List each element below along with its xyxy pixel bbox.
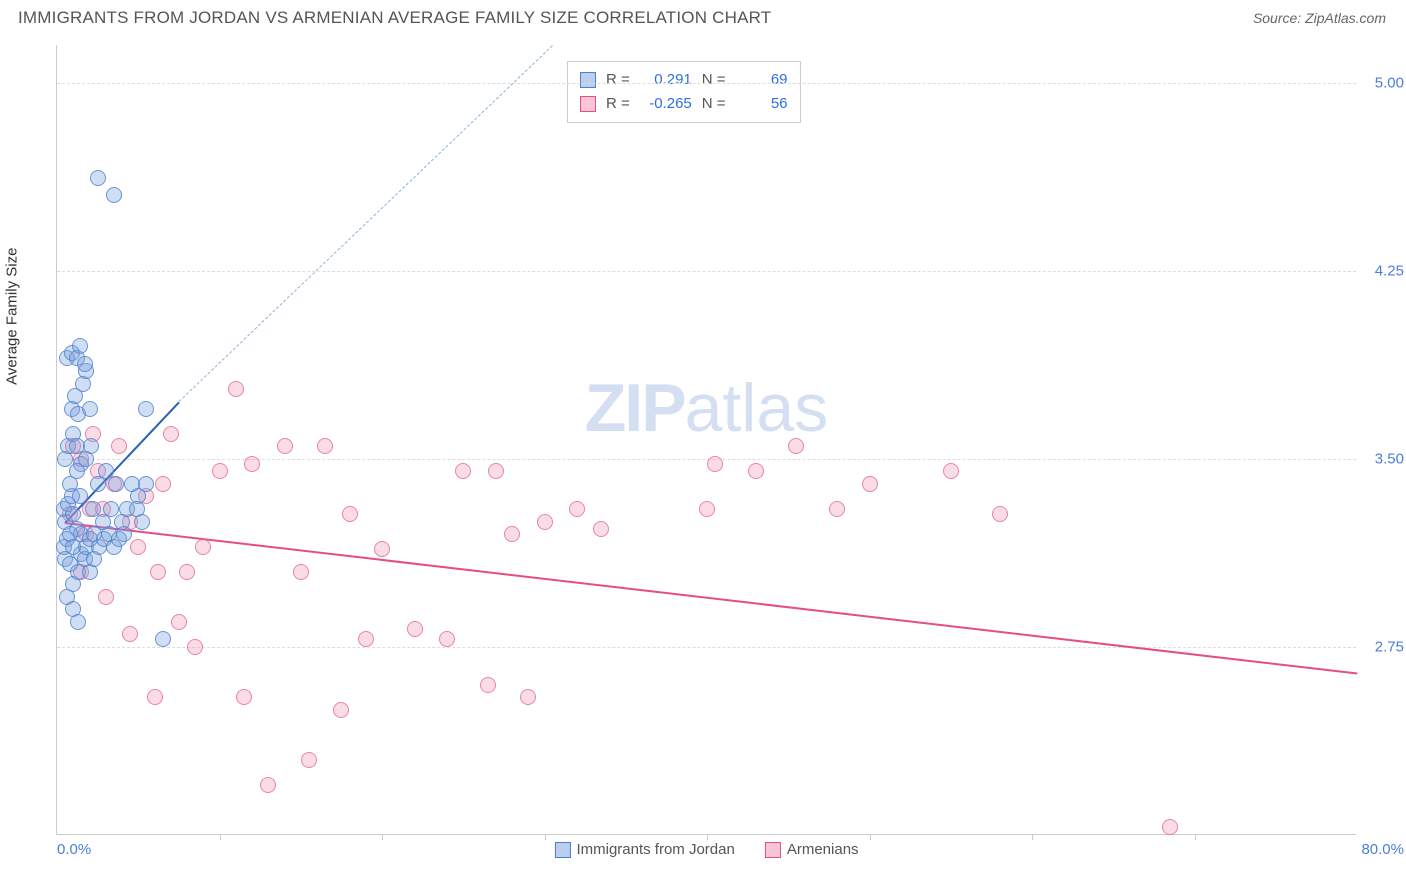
data-point-pink: [358, 631, 374, 647]
data-point-pink: [569, 501, 585, 517]
data-point-pink: [293, 564, 309, 580]
data-point-blue: [83, 438, 99, 454]
data-point-pink: [277, 438, 293, 454]
data-point-blue: [106, 187, 122, 203]
stats-row-series2: R = -0.265 N = 56: [580, 92, 788, 116]
x-tick: [870, 834, 871, 840]
correlation-stats-box: R = 0.291 N = 69 R = -0.265 N = 56: [567, 61, 801, 123]
regression-line-pink: [65, 522, 1357, 674]
data-point-blue: [138, 401, 154, 417]
gridline-horizontal: [57, 271, 1356, 272]
swatch-blue-icon: [580, 72, 596, 88]
data-point-pink: [439, 631, 455, 647]
data-point-pink: [147, 689, 163, 705]
data-point-blue: [116, 526, 132, 542]
data-point-pink: [537, 514, 553, 530]
y-tick-label: 5.00: [1375, 74, 1404, 91]
chart-area: Average Family Size ZIPatlas R = 0.291 N…: [40, 45, 1380, 845]
chart-title: IMMIGRANTS FROM JORDAN VS ARMENIAN AVERA…: [18, 8, 771, 28]
data-point-pink: [699, 501, 715, 517]
data-point-pink: [333, 702, 349, 718]
data-point-pink: [179, 564, 195, 580]
x-tick: [707, 834, 708, 840]
data-point-pink: [943, 463, 959, 479]
plot-region: ZIPatlas R = 0.291 N = 69 R = -0.265 N =…: [56, 45, 1356, 835]
data-point-pink: [1162, 819, 1178, 835]
data-point-blue: [155, 631, 171, 647]
data-point-pink: [130, 539, 146, 555]
gridline-horizontal: [57, 647, 1356, 648]
swatch-pink-icon: [765, 842, 781, 858]
x-tick: [1195, 834, 1196, 840]
x-tick: [220, 834, 221, 840]
watermark: ZIPatlas: [585, 369, 828, 447]
data-point-pink: [788, 438, 804, 454]
data-point-pink: [163, 426, 179, 442]
data-point-pink: [342, 506, 358, 522]
data-point-pink: [504, 526, 520, 542]
data-point-pink: [187, 639, 203, 655]
data-point-blue: [90, 170, 106, 186]
data-point-pink: [228, 381, 244, 397]
data-point-pink: [111, 438, 127, 454]
data-point-pink: [122, 626, 138, 642]
y-tick-label: 4.25: [1375, 262, 1404, 279]
data-point-blue: [65, 506, 81, 522]
data-point-pink: [374, 541, 390, 557]
source-attribution: Source: ZipAtlas.com: [1253, 10, 1386, 26]
data-point-pink: [317, 438, 333, 454]
data-point-pink: [520, 689, 536, 705]
y-tick-label: 2.75: [1375, 638, 1404, 655]
swatch-pink-icon: [580, 96, 596, 112]
x-tick: [545, 834, 546, 840]
data-point-pink: [236, 689, 252, 705]
data-point-pink: [98, 589, 114, 605]
x-axis-max-label: 80.0%: [1361, 841, 1404, 858]
data-point-pink: [155, 476, 171, 492]
legend-item-series2: Armenians: [765, 841, 859, 858]
data-point-pink: [748, 463, 764, 479]
data-point-blue: [77, 356, 93, 372]
data-point-blue: [65, 539, 81, 555]
data-point-blue: [108, 476, 124, 492]
data-point-pink: [480, 677, 496, 693]
data-point-blue: [134, 514, 150, 530]
x-tick: [1032, 834, 1033, 840]
x-axis-min-label: 0.0%: [57, 841, 91, 858]
y-axis-label: Average Family Size: [4, 248, 21, 385]
legend-item-series1: Immigrants from Jordan: [554, 841, 734, 858]
data-point-pink: [407, 621, 423, 637]
data-point-blue: [124, 476, 140, 492]
data-point-pink: [301, 752, 317, 768]
y-tick-label: 3.50: [1375, 450, 1404, 467]
data-point-pink: [829, 501, 845, 517]
data-point-pink: [195, 539, 211, 555]
data-point-pink: [992, 506, 1008, 522]
data-point-blue: [72, 488, 88, 504]
x-tick: [382, 834, 383, 840]
data-point-pink: [593, 521, 609, 537]
data-point-blue: [69, 463, 85, 479]
data-point-pink: [171, 614, 187, 630]
data-point-blue: [82, 401, 98, 417]
data-point-pink: [862, 476, 878, 492]
data-point-blue: [70, 614, 86, 630]
data-point-pink: [150, 564, 166, 580]
swatch-blue-icon: [554, 842, 570, 858]
data-point-pink: [455, 463, 471, 479]
data-point-blue: [72, 338, 88, 354]
legend: Immigrants from Jordan Armenians: [554, 841, 858, 858]
gridline-horizontal: [57, 83, 1356, 84]
data-point-pink: [244, 456, 260, 472]
data-point-pink: [707, 456, 723, 472]
regression-line-dashed: [179, 45, 553, 402]
data-point-blue: [138, 476, 154, 492]
data-point-pink: [212, 463, 228, 479]
data-point-pink: [488, 463, 504, 479]
data-point-pink: [260, 777, 276, 793]
stats-row-series1: R = 0.291 N = 69: [580, 68, 788, 92]
